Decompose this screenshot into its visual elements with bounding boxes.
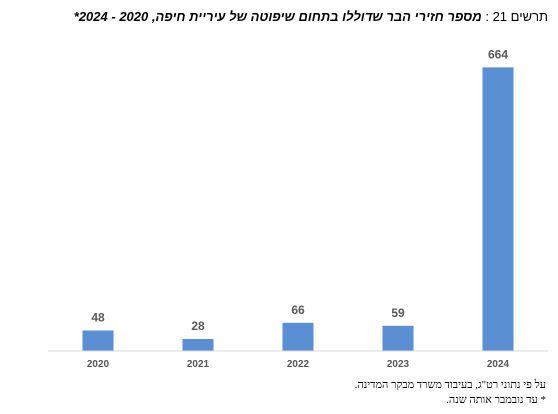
bars-group: [82, 67, 514, 352]
x-tick-2020: 2020: [87, 359, 110, 370]
footnote: * עד נובמבר אותה שנה.: [446, 394, 546, 406]
x-tick-2024: 2024: [487, 359, 510, 370]
data-label-2020: 48: [91, 311, 105, 325]
bar-2024: [482, 67, 514, 352]
x-tick-2023: 2023: [387, 359, 410, 370]
data-label-2024: 664: [488, 47, 508, 61]
source-note: על פי נתוני רט"ג, בעיבוד משרד מבקר המדינ…: [354, 379, 546, 391]
data-label-2021: 28: [191, 319, 205, 333]
bar-2022: [282, 322, 314, 351]
data-label-2023: 59: [391, 306, 405, 320]
x-tick-2021: 2021: [187, 359, 210, 370]
chart-title: תרשים 21 : מספר חזירי הבר שדוללו בתחום ש…: [10, 9, 548, 24]
x-tick-2022: 2022: [287, 359, 310, 370]
bar-2023: [382, 325, 414, 351]
data-labels-group: 48 28 66 59 664: [91, 47, 508, 333]
x-tick-labels-group: 2020 2021 2022 2023 2024: [87, 359, 510, 370]
data-label-2022: 66: [291, 303, 305, 317]
bar-2020: [82, 330, 114, 351]
title-text: מספר חזירי הבר שדוללו בתחום שיפוטה של עי…: [73, 9, 482, 24]
chart-notes: על פי נתוני רט"ג, בעיבוד משרד מבקר המדינ…: [26, 378, 546, 408]
figure-label: תרשים 21 :: [485, 9, 548, 24]
bar-2021: [182, 339, 214, 351]
